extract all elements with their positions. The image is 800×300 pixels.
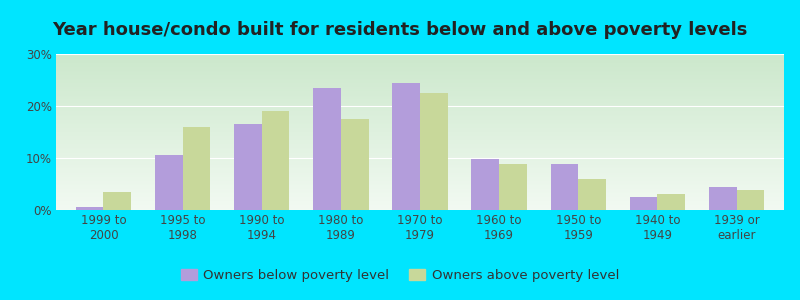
- Legend: Owners below poverty level, Owners above poverty level: Owners below poverty level, Owners above…: [176, 264, 624, 287]
- Bar: [182, 127, 210, 210]
- Bar: [658, 194, 685, 210]
- Bar: [578, 179, 606, 210]
- Bar: [709, 187, 737, 210]
- Text: Year house/condo built for residents below and above poverty levels: Year house/condo built for residents bel…: [52, 21, 748, 39]
- Bar: [630, 197, 658, 210]
- Bar: [499, 164, 527, 210]
- Bar: [313, 88, 341, 210]
- Bar: [262, 111, 290, 210]
- Bar: [737, 190, 764, 210]
- Bar: [420, 93, 448, 210]
- Bar: [234, 124, 262, 210]
- Bar: [103, 192, 131, 210]
- Bar: [392, 82, 420, 210]
- Bar: [550, 164, 578, 210]
- Bar: [155, 155, 182, 210]
- Bar: [341, 119, 369, 210]
- Bar: [76, 207, 103, 210]
- Bar: [471, 159, 499, 210]
